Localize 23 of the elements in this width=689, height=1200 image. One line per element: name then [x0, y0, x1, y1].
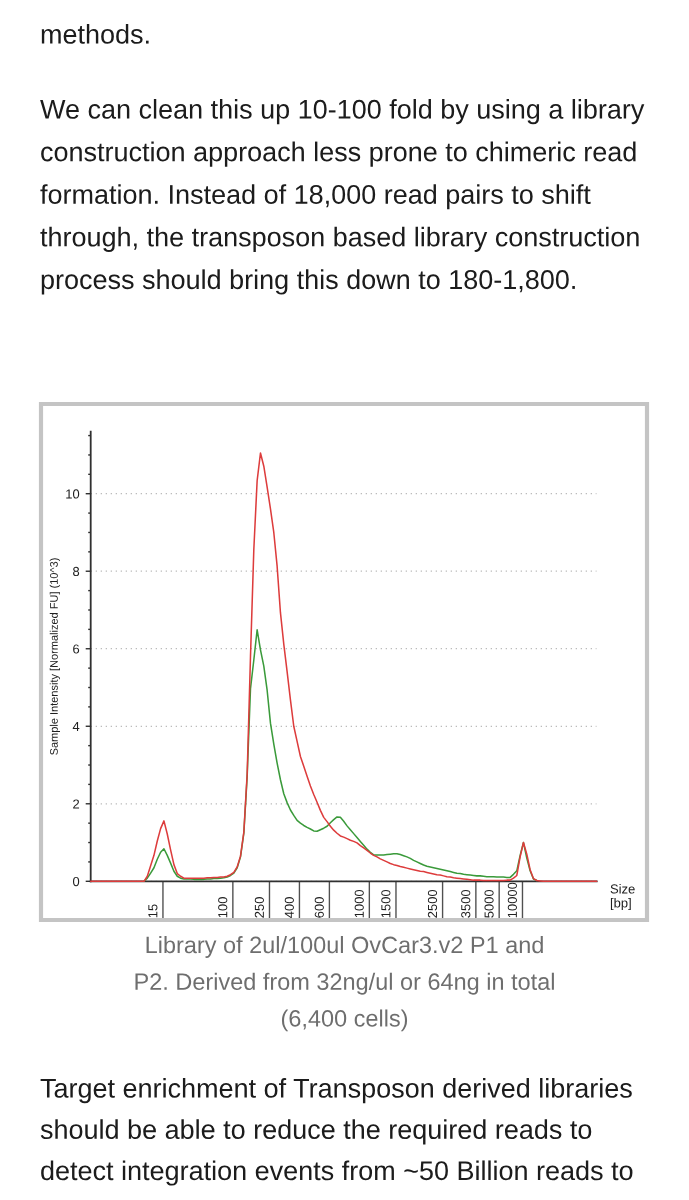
x-tick-label: 400 [284, 897, 294, 918]
y-axis-title: Sample Intensity [Normalized FU] (10^3) [49, 558, 60, 755]
text: Library of 2ul/100ul OvCar3.v2 P1 and P2. Derived from 32ng/ul or 64ng in total (6,400 cells) [135, 936, 554, 1032]
text: methods. [41, 24, 149, 44]
y-tick-label: 6 [73, 644, 80, 654]
x-tick-label: 15 [148, 904, 158, 918]
text: Target enrichment of Transposon derived libraries should be able to reduce the required reads to detect integration events from ~50 Billion reads to [40, 1078, 633, 1186]
x-tick-label: 600 [314, 897, 324, 918]
y-tick-label: 4 [72, 722, 80, 731]
text: We can clean this up 10-100 fold by using a library construction approach less prone to chimeric read formation. Instead of 18,000 read pairs to shift through, the transposon based library construction process should bring this down to 180-1,800. [40, 99, 645, 295]
y-tick-label: 2 [73, 799, 80, 809]
x-tick-label: 1000 [354, 889, 364, 918]
x-tick-label: 1500 [381, 889, 391, 918]
x-tick-label: 3500 [461, 889, 471, 918]
x-tick-label: 10000 [507, 882, 517, 918]
x-tick-label: 2500 [427, 889, 438, 918]
x-tick-label: 250 [254, 897, 264, 918]
y-tick-label: 0 [72, 876, 80, 887]
x-tick-label: 100 [218, 897, 228, 918]
y-tick-label: 8 [73, 566, 80, 577]
x-tick-label: 5000 [484, 889, 494, 918]
x-axis-title: Size [bp] [610, 884, 635, 911]
y-tick-label: 10 [66, 489, 80, 499]
